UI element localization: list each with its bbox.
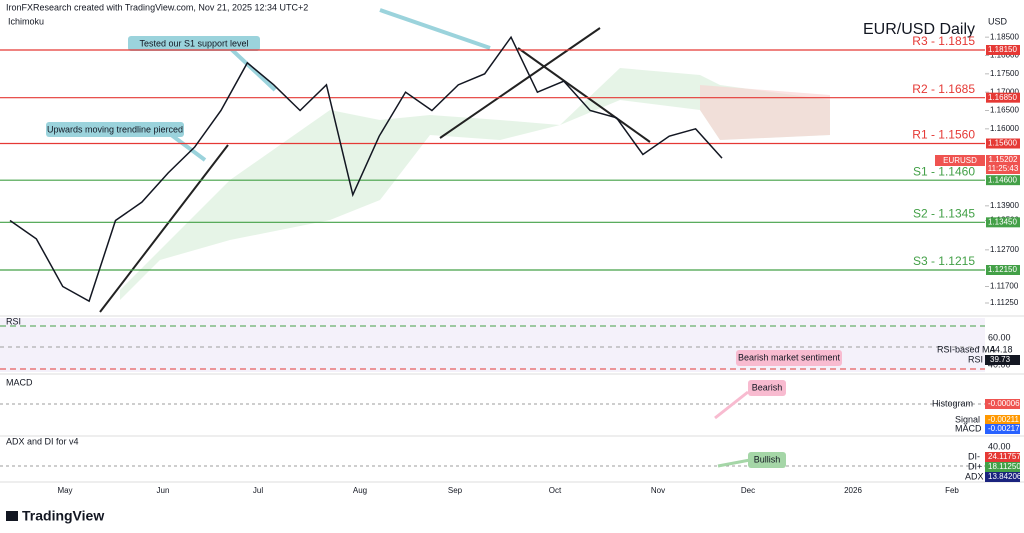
macd-signal-label: Signal: [955, 414, 980, 424]
level-label: S2 - 1.1345: [913, 207, 975, 221]
level-box: [986, 45, 1020, 55]
countdown: 11:25:43: [988, 164, 1019, 173]
callout-arrow: [717, 458, 751, 468]
trendline: [517, 47, 651, 143]
x-tick-label: Dec: [741, 486, 755, 495]
x-tick-label: Nov: [651, 486, 665, 495]
x-tick-label: Jun: [157, 486, 170, 495]
callout-box: [46, 122, 184, 137]
adx-name: ADX and DI for v4: [6, 436, 79, 446]
level-label: R2 - 1.1685: [912, 82, 975, 96]
level-label: R3 - 1.1815: [912, 34, 975, 48]
last-price: 1.15202: [989, 155, 1018, 164]
price-box: [986, 155, 1020, 174]
di-minus-label: DI-: [968, 451, 980, 461]
level-price: 1.14600: [988, 175, 1017, 184]
level-price: 1.15600: [988, 139, 1017, 148]
macd-box: [985, 424, 1020, 434]
adx-value: 13.84206: [988, 472, 1022, 481]
y-tick-label: 1.18000: [990, 51, 1019, 60]
y-tick-label: 1.11700: [990, 282, 1019, 291]
adx-scale: 40.00: [988, 441, 1011, 451]
callout-arrow: [379, 8, 491, 50]
chart-title: EUR/USD Daily: [863, 21, 975, 38]
trendline: [439, 27, 601, 139]
annotation: Bearish market sentiment: [738, 352, 841, 362]
callout-arrow: [228, 46, 277, 92]
di-plus-label: DI+: [968, 461, 982, 471]
adx-box: [985, 452, 1020, 462]
level-box: [986, 265, 1020, 275]
credit: IronFXResearch created with TradingView.…: [6, 2, 308, 12]
level-price: 1.16850: [988, 93, 1017, 102]
brand: TradingView: [22, 508, 104, 524]
macd-signal: -0.00211: [988, 415, 1020, 424]
y-tick-label: 1.16000: [990, 124, 1019, 133]
y-tick-label: 1.17500: [990, 69, 1019, 78]
ichimoku-cloud-red: [700, 85, 830, 140]
y-tick-label: 1.18500: [990, 32, 1019, 41]
annotation: Tested our S1 support level: [139, 38, 248, 48]
indicator: Ichimoku: [8, 16, 44, 26]
x-tick-label: May: [57, 486, 72, 495]
rsi-name: RSI: [6, 316, 21, 326]
brand-logo: [6, 511, 18, 521]
macd-value: -0.00217: [988, 424, 1020, 433]
level-price: 1.18150: [988, 45, 1017, 54]
di-minus: 24.11757: [988, 452, 1021, 461]
rsi-value: 39.73: [990, 355, 1011, 364]
x-tick-label: Oct: [549, 486, 562, 495]
rsi-ma: 44.18: [990, 344, 1013, 354]
di-plus: 18.11250: [988, 462, 1021, 471]
symbol-box: [935, 155, 985, 166]
level-label: S3 - 1.1215: [913, 254, 975, 268]
callout-box: [748, 380, 786, 396]
x-tick-label: Jul: [253, 486, 263, 495]
callout-arrow: [714, 390, 749, 420]
x-tick-label: 2026: [844, 486, 862, 495]
y-tick-label: 1.11250: [990, 298, 1019, 307]
rsi-ma-label: RSI-based MA: [937, 344, 996, 354]
macd-box: [985, 415, 1020, 425]
level-box: [986, 92, 1020, 103]
x-tick-label: Sep: [448, 486, 463, 495]
macd-hist-label: Histogram: [932, 398, 973, 408]
x-tick-label: Aug: [353, 486, 367, 495]
adx-box: [985, 462, 1020, 472]
y-tick-label: 1.13900: [990, 201, 1019, 210]
callout-arrow: [168, 132, 207, 162]
level-price: 1.12150: [988, 265, 1017, 274]
callout-box: [128, 36, 260, 51]
macd-box: [985, 399, 1020, 409]
y-tick-label: 1.12700: [990, 245, 1019, 254]
callout-box: [736, 350, 842, 366]
annotation: Bullish: [754, 454, 781, 464]
callout-box: [748, 452, 786, 468]
macd-name: MACD: [6, 377, 33, 387]
trendline: [99, 144, 229, 313]
price-line: [9, 35, 723, 303]
macd-label: MACD: [955, 423, 982, 433]
symbol: EURUSD: [943, 156, 977, 165]
rsi-scale: 60.00: [988, 332, 1011, 342]
callout: Tested our S1 support level Upwards movi…: [46, 8, 842, 468]
rsi-box: [985, 355, 1020, 365]
level-label: R1 - 1.1560: [912, 128, 975, 142]
level-box: [986, 175, 1020, 186]
currency: USD: [988, 16, 1008, 26]
level-label: S1 - 1.1460: [913, 164, 975, 178]
annotation: Upwards moving trendline pierced: [47, 124, 183, 134]
level-box: [986, 138, 1020, 149]
x-tick-label: Feb: [945, 486, 959, 495]
y-tick-label: 1.16500: [990, 106, 1019, 115]
adx-label: ADX: [965, 471, 984, 481]
rsi-label: RSI: [968, 354, 983, 364]
level-box: [986, 217, 1020, 228]
adx-box: [985, 472, 1020, 482]
annotation: Bearish: [752, 382, 783, 392]
macd-hist: -0.00006: [988, 399, 1020, 408]
y-tick-label: 1.17000: [990, 87, 1019, 96]
level-price: 1.13450: [988, 217, 1017, 226]
